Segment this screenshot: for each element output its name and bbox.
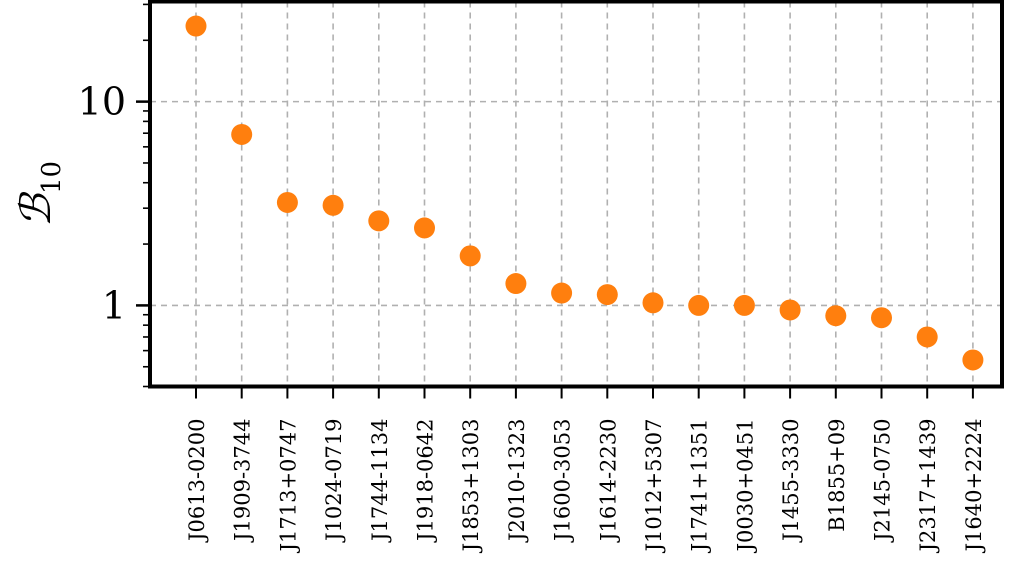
data-point (368, 210, 390, 232)
data-point (231, 123, 253, 145)
x-tick-label: J2317+1439 (916, 419, 940, 554)
x-tick-label: J2145-0750 (871, 419, 895, 543)
y-tick-label: 10 (78, 80, 126, 124)
x-tick-label: J2010-1323 (505, 419, 529, 543)
data-point (871, 307, 892, 329)
data-points (185, 15, 984, 371)
data-point (825, 305, 847, 327)
x-tick-label: J0613-0200 (185, 419, 209, 543)
data-point (642, 292, 664, 314)
data-point (596, 284, 618, 306)
data-point (916, 326, 938, 348)
y-axis-label-subscript: 10 (37, 161, 67, 194)
x-tick-label: J1909-3744 (231, 419, 255, 543)
x-tick-label: J1012+5307 (642, 419, 666, 554)
data-point (962, 349, 984, 371)
x-tick-label: J0030+0451 (733, 419, 757, 554)
x-tick-label: J1614-2230 (596, 419, 620, 543)
data-point (551, 282, 573, 304)
data-point (459, 245, 481, 267)
y-tick-labels: 1 10 (78, 80, 126, 328)
data-point (185, 15, 207, 37)
grid-layer (150, 1, 1002, 387)
data-point (733, 294, 755, 316)
data-point (414, 217, 435, 239)
x-tick-label: J1918-0642 (414, 419, 438, 543)
x-tick-label: J1713+0747 (276, 419, 300, 554)
y-tick-label: 1 (102, 283, 126, 327)
data-point (505, 273, 527, 295)
data-point (688, 294, 710, 316)
x-tick-label: J1455-3330 (779, 419, 803, 543)
data-point (276, 191, 298, 213)
x-tick-label: B1855+09 (825, 419, 849, 532)
x-tick-label: J1024-0719 (322, 419, 346, 543)
x-tick-label: J1640+2224 (962, 419, 986, 554)
data-point (322, 194, 344, 216)
data-point (779, 299, 801, 321)
y-axis-label: ℬ10 (11, 161, 67, 227)
x-tick-label: J1600-3053 (551, 419, 575, 543)
x-tick-label: J1741+1351 (688, 419, 712, 554)
x-tick-labels: J0613-0200 J1909-3744 J1713+0747 J1024-0719… (185, 419, 986, 554)
y-axis-label-symbol: ℬ (11, 191, 60, 227)
x-tick-label: J1853+1303 (459, 419, 483, 554)
x-tick-label: J1744-1134 (368, 419, 392, 543)
major-ticks (136, 100, 974, 399)
plot-frame (148, 0, 1004, 389)
